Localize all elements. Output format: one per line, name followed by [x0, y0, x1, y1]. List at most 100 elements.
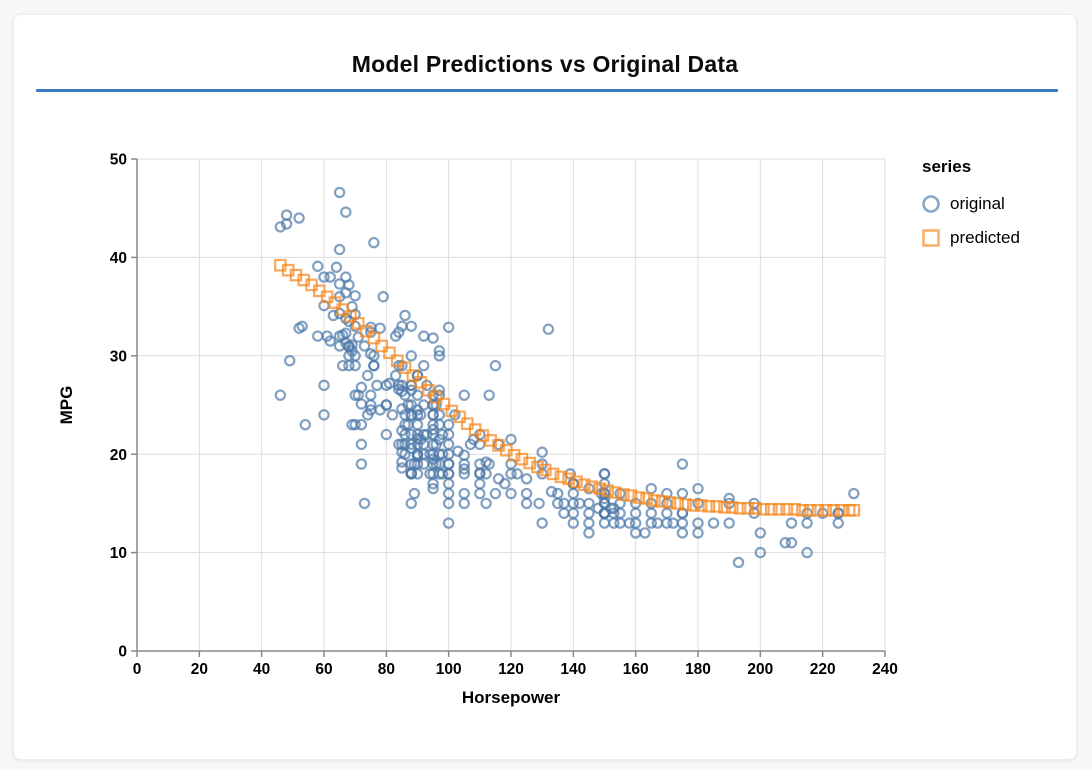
scatter-point-original: [318, 379, 330, 392]
scatter-point-predicted: [819, 503, 833, 517]
scatter-point-original: [377, 291, 389, 303]
scatter-point-original: [365, 348, 377, 360]
scatter-point-predicted: [554, 470, 568, 484]
legend-item-predicted: predicted: [920, 221, 1070, 255]
scatter-point-original: [723, 517, 735, 529]
scatter-point-original: [474, 478, 486, 490]
scatter-point-original: [405, 350, 417, 362]
scatter-point-original: [583, 517, 595, 529]
y-tick-label: 40: [110, 250, 127, 267]
scatter-point-original: [393, 438, 405, 451]
scatter-point-predicted: [847, 503, 861, 517]
scatter-point-original: [583, 507, 595, 519]
circle-glyph: [922, 195, 940, 213]
scatter-point-predicted: [648, 494, 661, 507]
x-axis-title: Horsepower: [462, 688, 561, 707]
scatter-point-original: [442, 517, 455, 529]
scatter-point-original: [483, 389, 495, 401]
scatter-point-original: [399, 309, 411, 322]
scatter-point-original: [442, 438, 455, 451]
scatter-point-predicted: [601, 484, 614, 497]
scatter-point-original: [645, 507, 657, 519]
scatter-point-original: [505, 468, 517, 480]
scatter-point-predicted: [718, 501, 731, 514]
scatter-point-original: [623, 517, 636, 529]
scatter-point-original: [676, 487, 689, 500]
scatter-point-original: [785, 537, 798, 549]
scatter-point-original: [785, 517, 798, 529]
scatter-point-original: [692, 517, 704, 529]
scatter-point-predicted: [811, 503, 825, 517]
scatter-point-original: [583, 527, 595, 539]
scatter-point-original: [405, 467, 417, 479]
scatter-point-original: [492, 473, 505, 485]
scatter-point-original: [312, 330, 324, 342]
scatter-point-original: [480, 456, 492, 468]
scatter-point-original: [651, 517, 664, 529]
scatter-point-predicted: [679, 498, 692, 511]
scatter-point-original: [552, 497, 564, 510]
scatter-point-original: [661, 507, 673, 519]
scatter-point-original: [639, 527, 651, 539]
scatter-point-predicted: [593, 482, 607, 495]
scatter-point-predicted: [609, 486, 622, 499]
scatter-point-predicted: [702, 500, 716, 513]
scatter-point-original: [361, 369, 374, 382]
scatter-point-original: [645, 482, 657, 495]
scatter-point-original: [333, 186, 346, 199]
scatter-point-original: [330, 261, 343, 273]
square-glyph: [922, 229, 940, 247]
scatter-point-original: [645, 517, 657, 529]
scatter-point-predicted: [390, 354, 404, 368]
scatter-point-predicted: [336, 303, 349, 316]
scatter-point-original: [411, 450, 424, 462]
scatter-point-original: [284, 355, 296, 367]
x-tick-label: 220: [810, 661, 836, 678]
legend-item-label: predicted: [950, 228, 1020, 247]
scatter-point-original: [355, 398, 368, 410]
x-tick-label: 160: [623, 661, 649, 678]
scatter-point-original: [692, 482, 704, 495]
scatter-point-original: [333, 243, 346, 256]
scatter-point-original: [418, 399, 430, 411]
scatter-point-original: [355, 438, 368, 451]
scatter-point-original: [399, 409, 411, 421]
scatter-point-original: [365, 404, 377, 416]
scatter-point-original: [418, 458, 430, 470]
scatter-point-predicted: [803, 503, 817, 517]
scatter-point-original: [433, 418, 446, 431]
scatter-point-original: [299, 418, 311, 431]
scatter-point-original: [411, 468, 424, 480]
scatter-point-original: [396, 379, 408, 392]
scatter-point-predicted: [733, 502, 747, 515]
scatter-point-original: [346, 339, 358, 351]
y-tick-label: 50: [110, 152, 127, 169]
scatter-point-original: [405, 320, 417, 332]
scatter-point-predicted: [725, 501, 739, 514]
scatter-point-predicted: [624, 489, 638, 502]
scatter-point-original: [732, 556, 745, 569]
scatter-point-original: [458, 497, 470, 510]
scatter-point-predicted: [359, 324, 373, 338]
scatter-point-predicted: [546, 467, 560, 481]
scatter-point-original: [598, 468, 611, 480]
x-tick-label: 40: [253, 661, 270, 678]
legend: series original predicted: [920, 157, 1070, 255]
scatter-point-predicted: [570, 475, 583, 489]
scatter-point-predicted: [749, 502, 762, 515]
scatter-point-original: [293, 212, 305, 224]
scatter-point-original: [458, 487, 470, 500]
scatter-point-original: [399, 428, 411, 441]
x-tick-label: 120: [498, 661, 524, 678]
scatter-point-original: [427, 453, 439, 465]
scatter-point-original: [427, 482, 439, 495]
scatter-point-original: [505, 487, 517, 500]
scatter-point-original: [318, 409, 330, 421]
scatter-point-predicted: [344, 310, 357, 323]
scatter-point-original: [396, 385, 408, 397]
scatter-point-original: [676, 517, 689, 529]
scatter-point-predicted: [328, 296, 342, 309]
scatter-point-original: [374, 404, 386, 416]
scatter-point-predicted: [835, 503, 848, 517]
scatter-point-predicted: [585, 480, 599, 493]
